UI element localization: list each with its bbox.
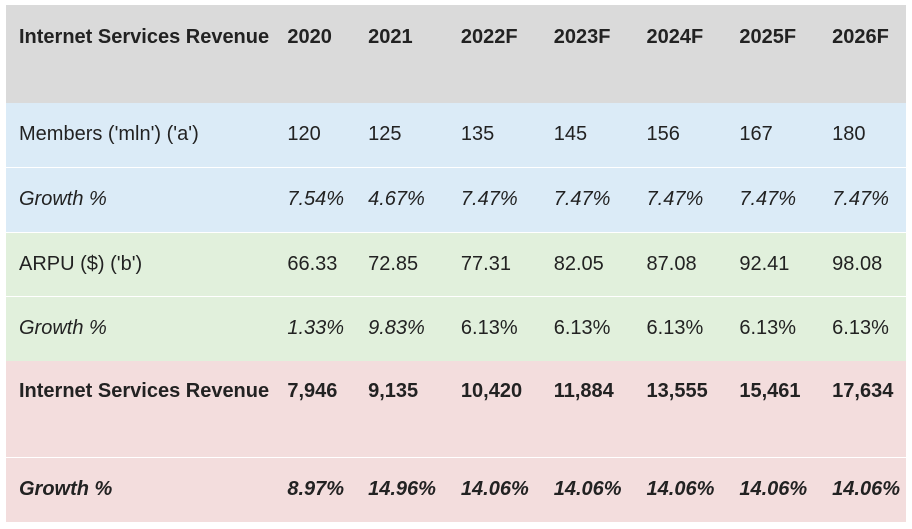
- table-cell: 11,884: [553, 380, 614, 402]
- table-cell: 15,461: [739, 380, 801, 402]
- table-cell: 14.06%: [447, 456, 541, 522]
- header-year: 2022F: [460, 26, 518, 48]
- row-label: Internet Services Revenue ($ mln) ('c'): [19, 380, 274, 402]
- table-cell: 180: [832, 123, 866, 146]
- table-cell: 7.47%: [819, 166, 906, 232]
- table-cell: 6.13%: [819, 295, 906, 361]
- table-cell: 135: [460, 123, 495, 146]
- table-row-revenue: Internet Services Revenue ($ mln) ('c') …: [6, 361, 906, 457]
- table-cell: 145: [553, 123, 588, 146]
- header-year: 2024F: [646, 26, 704, 48]
- table-cell: 8.97%: [274, 456, 356, 522]
- table-cell: 14.06%: [819, 456, 906, 522]
- table-cell: 4.67%: [355, 166, 448, 232]
- table-cell: 92.41: [726, 231, 820, 296]
- table-row-revenue-growth: Growth % 8.97% 14.96% 14.06% 14.06% 14.0…: [6, 456, 906, 522]
- table-cell: 6.13%: [726, 295, 820, 361]
- table-row-arpu: ARPU ($) ('b') 66.33 72.85 77.31 82.05 8…: [6, 231, 906, 296]
- table-cell: 82.05: [540, 231, 634, 296]
- table-cell: 7.47%: [447, 166, 541, 232]
- table-cell: 7,946: [287, 380, 338, 402]
- table-cell: 98.08: [819, 231, 906, 296]
- table-cell: 14.06%: [540, 456, 634, 522]
- table-cell: 17,634: [832, 380, 894, 402]
- row-label: ARPU ($) ('b'): [6, 231, 275, 296]
- table-cell: 1.33%: [274, 295, 356, 361]
- row-label: Growth %: [6, 166, 275, 232]
- row-label: Growth %: [6, 456, 275, 522]
- table-cell: 156: [646, 123, 680, 146]
- table-header-row: Internet Services Revenue Projection 202…: [6, 5, 906, 103]
- table-cell: 14.06%: [726, 456, 820, 522]
- table-cell: 6.13%: [540, 295, 634, 361]
- table-cell: 7.54%: [274, 166, 356, 232]
- header-year: 2021: [368, 26, 413, 48]
- header-year: 2020: [287, 26, 332, 48]
- table-cell: 9.83%: [355, 295, 448, 361]
- table-cell: 167: [739, 123, 773, 146]
- table-cell: 13,555: [646, 380, 708, 402]
- table-row-arpu-growth: Growth % 1.33% 9.83% 6.13% 6.13% 6.13% 6…: [6, 295, 906, 361]
- table-cell: 77.31: [447, 231, 541, 296]
- table-cell: 6.13%: [447, 295, 541, 361]
- table-cell: 7.47%: [633, 166, 727, 232]
- table-row-members: Members ('mln') ('a') 120 125 135 145 15…: [6, 103, 906, 167]
- table-cell: 120: [287, 123, 321, 146]
- row-label: Growth %: [6, 295, 275, 361]
- header-year: 2023F: [553, 26, 611, 48]
- row-label: Members ('mln') ('a'): [19, 123, 199, 146]
- table-cell: 14.06%: [633, 456, 727, 522]
- table-cell: 87.08: [633, 231, 727, 296]
- header-year: 2026F: [832, 26, 889, 48]
- table-row-members-growth: Growth % 7.54% 4.67% 7.47% 7.47% 7.47% 7…: [6, 166, 906, 232]
- table-cell: 10,420: [460, 380, 523, 402]
- table-cell: 7.47%: [540, 166, 634, 232]
- table-cell: 72.85: [355, 231, 448, 296]
- table-cell: 14.96%: [355, 456, 448, 522]
- table-cell: 66.33: [274, 231, 356, 296]
- table-cell: 7.47%: [726, 166, 820, 232]
- table-cell: 6.13%: [633, 295, 727, 361]
- header-label: Internet Services Revenue Projection: [19, 26, 274, 48]
- table-cell: 125: [368, 123, 402, 146]
- header-year: 2025F: [739, 26, 797, 48]
- table-cell: 9,135: [368, 380, 419, 402]
- revenue-projection-table: Internet Services Revenue Projection 202…: [6, 5, 906, 522]
